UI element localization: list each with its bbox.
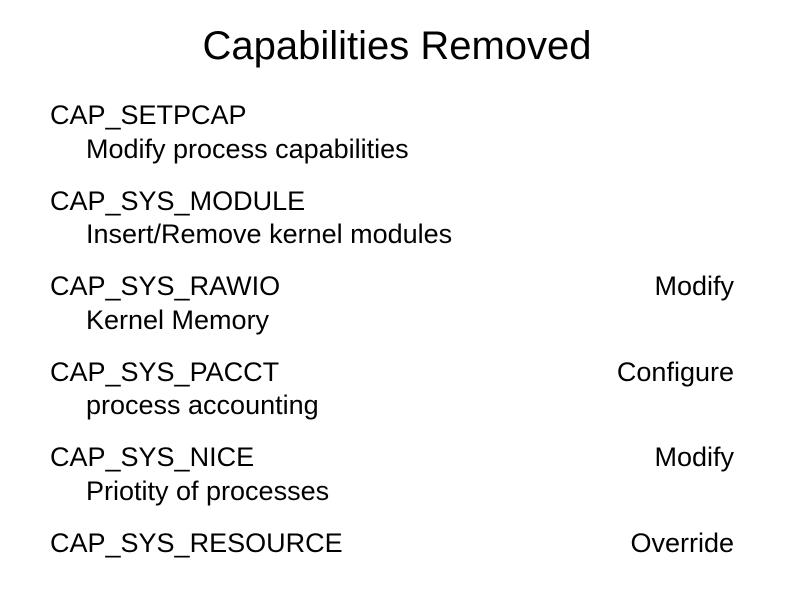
capability-desc: Kernel Memory [50, 304, 744, 338]
slide: Capabilities Removed CAP_SETPCAP Modify … [0, 0, 794, 595]
capability-desc: Modify process capabilities [50, 133, 744, 167]
capability-action: Configure [617, 356, 744, 390]
capability-action: Modify [654, 270, 744, 304]
capability-name: CAP_SYS_NICE [50, 441, 254, 475]
capability-action [734, 99, 744, 133]
capability-name: CAP_SYS_MODULE [50, 185, 305, 219]
capability-name: CAP_SETPCAP [50, 99, 247, 133]
capability-item: CAP_SYS_PACCT Configure process accounti… [50, 356, 744, 424]
capability-name: CAP_SYS_RAWIO [50, 270, 280, 304]
capability-name: CAP_SYS_PACCT [50, 356, 279, 390]
capability-action: Modify [654, 441, 744, 475]
capability-action [734, 185, 744, 219]
capability-item: CAP_SYS_RAWIO Modify Kernel Memory [50, 270, 744, 338]
capability-desc: process accounting [50, 389, 744, 423]
capability-item: CAP_SYS_NICE Modify Priotity of processe… [50, 441, 744, 509]
capability-action: Override [630, 527, 744, 561]
capability-desc: Insert/Remove kernel modules [50, 218, 744, 252]
slide-body: CAP_SETPCAP Modify process capabilities … [0, 99, 794, 560]
slide-title: Capabilities Removed [0, 0, 794, 99]
capability-name: CAP_SYS_RESOURCE [50, 527, 343, 561]
capability-item: CAP_SYS_MODULE Insert/Remove kernel modu… [50, 185, 744, 253]
capability-desc: Priotity of processes [50, 475, 744, 509]
capability-item: CAP_SETPCAP Modify process capabilities [50, 99, 744, 167]
capability-item: CAP_SYS_RESOURCE Override [50, 527, 744, 561]
